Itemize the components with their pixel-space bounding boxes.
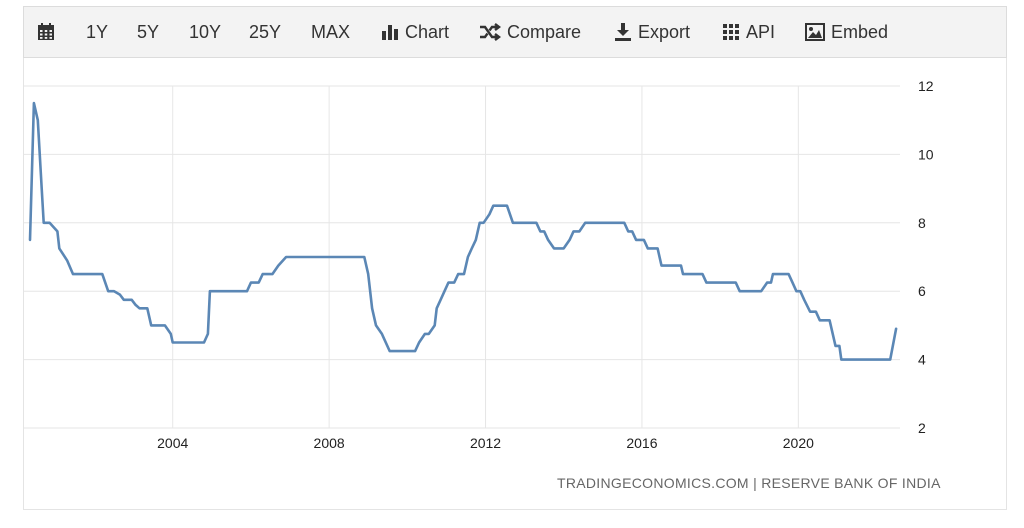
y-axis-ticks: 2 4 6 8 10 12 — [918, 78, 934, 436]
chart-toolbar: 1Y 5Y 10Y 25Y MAX Chart Compare Export — [23, 6, 1007, 58]
range-max-label: MAX — [311, 21, 351, 42]
export-label: Export — [638, 21, 691, 42]
image-icon — [805, 23, 825, 41]
chart-type-button[interactable]: Chart — [381, 20, 449, 44]
calendar-button[interactable] — [37, 20, 61, 44]
range-5y-button[interactable]: 5Y — [137, 20, 159, 44]
grid-lines — [24, 85, 900, 429]
range-1y-label: 1Y — [86, 21, 109, 42]
source-credit[interactable]: TRADINGECONOMICS.COM | RESERVE BANK OF I… — [557, 475, 941, 491]
y-tick-label: 12 — [918, 78, 934, 94]
x-tick-label: 2008 — [314, 435, 345, 451]
y-tick-label: 4 — [918, 352, 926, 368]
series-line — [28, 101, 898, 361]
range-25y-label: 25Y — [249, 21, 282, 42]
embed-label: Embed — [831, 21, 889, 42]
range-25y-button[interactable]: 25Y — [249, 20, 281, 44]
range-10y-button[interactable]: 10Y — [189, 20, 221, 44]
y-tick-label: 10 — [918, 146, 934, 162]
range-10y-label: 10Y — [189, 21, 222, 42]
bar-chart-icon — [381, 23, 399, 41]
y-tick-label: 6 — [918, 283, 926, 299]
range-1y-button[interactable]: 1Y — [86, 20, 108, 44]
x-axis-ticks: 2004 2008 2012 2016 2020 — [157, 435, 814, 451]
series-layer — [28, 101, 898, 361]
compare-button[interactable]: Compare — [479, 20, 581, 44]
y-tick-label: 2 — [918, 420, 926, 436]
embed-button[interactable]: Embed — [805, 20, 888, 44]
chart-panel — [23, 58, 1007, 510]
export-button[interactable]: Export — [614, 20, 690, 44]
x-tick-label: 2012 — [470, 435, 501, 451]
download-icon — [614, 23, 632, 41]
chart-type-label: Chart — [405, 21, 450, 42]
shuffle-icon — [479, 23, 501, 41]
api-button[interactable]: API — [722, 20, 775, 44]
range-max-button[interactable]: MAX — [311, 20, 350, 44]
grid-icon — [722, 23, 740, 41]
x-tick-label: 2020 — [783, 435, 814, 451]
x-tick-label: 2004 — [157, 435, 188, 451]
compare-label: Compare — [507, 21, 582, 42]
x-tick-label: 2016 — [626, 435, 657, 451]
api-label: API — [746, 21, 776, 42]
y-tick-label: 8 — [918, 215, 926, 231]
range-5y-label: 5Y — [137, 21, 160, 42]
calendar-icon — [37, 23, 55, 41]
